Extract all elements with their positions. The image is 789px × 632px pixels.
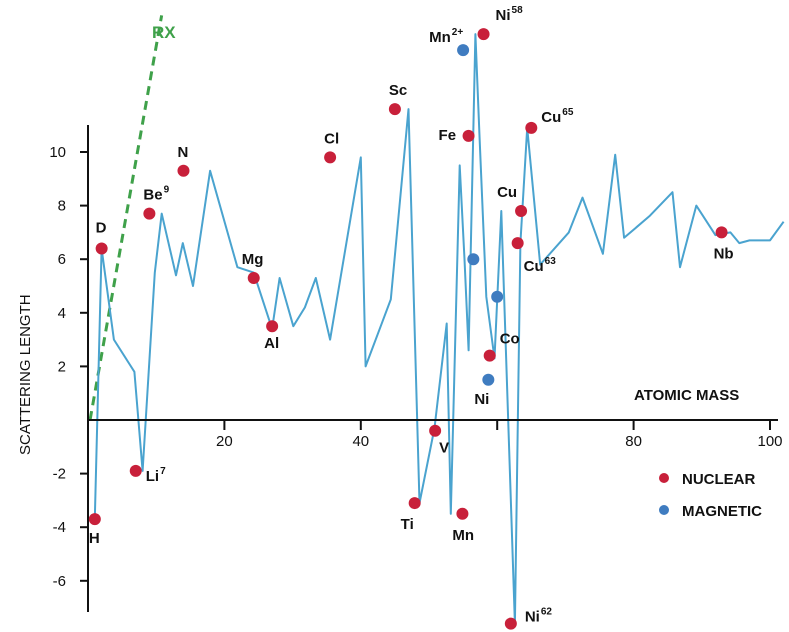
- nuclear-point: [504, 617, 517, 630]
- magnetic-point: [491, 290, 504, 303]
- point-label: Mn2+: [429, 27, 463, 46]
- x-tick-label: 80: [625, 433, 642, 450]
- nuclear-point: [143, 207, 156, 220]
- point-label-superscript: 63: [545, 256, 557, 267]
- legend-nuclear-label: NUCLEAR: [682, 471, 755, 488]
- nuclear-point: [525, 121, 538, 134]
- nuclear-point: [456, 507, 469, 520]
- nuclear-point: [388, 103, 401, 116]
- nuclear-point: [483, 349, 496, 362]
- point-label-superscript: 2+: [452, 27, 464, 38]
- y-tick-label: 4: [58, 305, 66, 322]
- point-label: Ni62: [525, 607, 553, 626]
- lines-layer: [88, 15, 785, 625]
- points-layer: [88, 28, 728, 630]
- nuclear-point: [515, 204, 528, 217]
- y-tick-label: -6: [53, 573, 66, 590]
- point-label-superscript: 7: [160, 466, 166, 477]
- point-label: Fe: [439, 127, 457, 144]
- point-label: V: [439, 440, 449, 457]
- nuclear-point: [324, 151, 337, 164]
- scattering-trend-line: [93, 33, 785, 625]
- x-axis-title: ATOMIC MASS: [634, 387, 739, 404]
- point-label: Ti: [401, 516, 414, 533]
- nuclear-point: [477, 28, 490, 41]
- point-label-superscript: 65: [562, 107, 574, 118]
- point-label: Cu65: [541, 107, 574, 126]
- x-tick-label: 40: [352, 433, 369, 450]
- y-tick-label: -2: [53, 466, 66, 483]
- magnetic-point: [482, 373, 495, 386]
- legend: NUCLEAR MAGNETIC: [659, 471, 762, 520]
- legend-magnetic-label: MAGNETIC: [682, 503, 762, 520]
- y-tick-label: 8: [58, 198, 66, 215]
- y-tick-label: 6: [58, 251, 66, 268]
- point-label-superscript: 9: [164, 185, 170, 196]
- y-tick-label: -4: [53, 519, 66, 536]
- nuclear-point: [88, 513, 101, 526]
- nuclear-point: [408, 497, 421, 510]
- nuclear-point: [715, 226, 728, 239]
- nuclear-point: [511, 237, 524, 250]
- point-label: Sc: [389, 82, 407, 99]
- nuclear-point: [462, 129, 475, 142]
- point-label: Li7: [146, 466, 166, 485]
- point-label: H: [89, 530, 100, 547]
- point-label: Ni58: [496, 5, 524, 24]
- point-label-superscript: 58: [512, 5, 524, 16]
- nuclear-point: [266, 320, 279, 333]
- labels-layer: HDLi7Be9NMgAlClScTiVMnFeNi58CoNi62Cu63Cu…: [89, 5, 734, 626]
- y-axis-title: SCATTERING LENGTH: [17, 294, 34, 455]
- axes-layer: 10 8 6 4 2 -2 -4 -6 20 40 80 100: [49, 125, 783, 612]
- y-tick-label: 10: [49, 144, 66, 161]
- point-label: N: [177, 144, 188, 161]
- point-label: Cl: [324, 130, 339, 147]
- nuclear-point: [129, 464, 142, 477]
- nuclear-point: [177, 164, 190, 177]
- point-label: Mg: [242, 251, 264, 268]
- point-label-superscript: 62: [541, 607, 553, 618]
- point-label: Al: [264, 335, 279, 352]
- point-label: Cu: [497, 184, 517, 201]
- x-tick-label: 20: [216, 433, 233, 450]
- point-label: Cu63: [524, 256, 557, 275]
- legend-nuclear-marker: [659, 473, 669, 483]
- magnetic-point: [457, 44, 470, 57]
- point-label: D: [96, 219, 107, 236]
- point-label: Nb: [714, 245, 734, 262]
- nuclear-point: [247, 271, 260, 284]
- point-label: Be9: [143, 185, 169, 204]
- point-label: Co: [500, 331, 520, 348]
- rx-line: [88, 15, 164, 421]
- point-label: Mn: [452, 527, 474, 544]
- nuclear-point: [429, 424, 442, 437]
- legend-magnetic-marker: [659, 505, 669, 515]
- x-tick-label: 100: [757, 433, 782, 450]
- y-tick-label: 2: [58, 358, 66, 375]
- nuclear-point: [95, 242, 108, 255]
- point-label: Ni: [474, 391, 489, 408]
- rx-label: RX: [152, 23, 176, 42]
- magnetic-point: [467, 253, 480, 266]
